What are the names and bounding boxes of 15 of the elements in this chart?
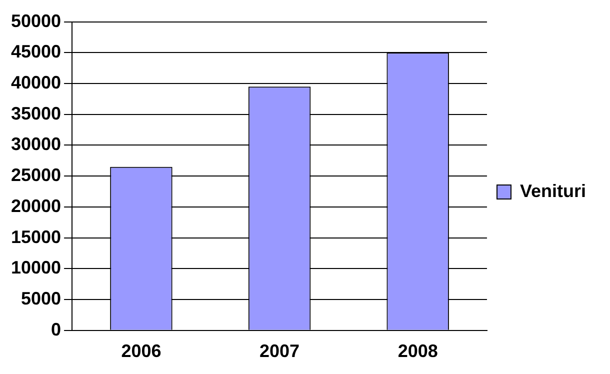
x-tick-label: 2007 bbox=[259, 341, 300, 362]
y-tick-label: 25000 bbox=[10, 165, 62, 186]
y-tick-label: 30000 bbox=[10, 134, 62, 154]
y-tick-label: 40000 bbox=[10, 72, 62, 92]
y-tick-label: 10000 bbox=[10, 258, 62, 278]
y-tick-label: 50000 bbox=[10, 10, 62, 31]
y-tick-label: 20000 bbox=[10, 196, 62, 216]
x-tick-label: 2008 bbox=[398, 341, 438, 362]
y-tick-label: 45000 bbox=[10, 42, 62, 62]
y-tick-label: 15000 bbox=[10, 226, 62, 247]
y-tick-label: 5000 bbox=[21, 288, 62, 309]
y-tick-label: 0 bbox=[51, 319, 62, 340]
y-tick-label: 35000 bbox=[10, 103, 62, 124]
x-tick-label: 2006 bbox=[121, 341, 162, 362]
legend-label: Venituri bbox=[520, 180, 586, 201]
